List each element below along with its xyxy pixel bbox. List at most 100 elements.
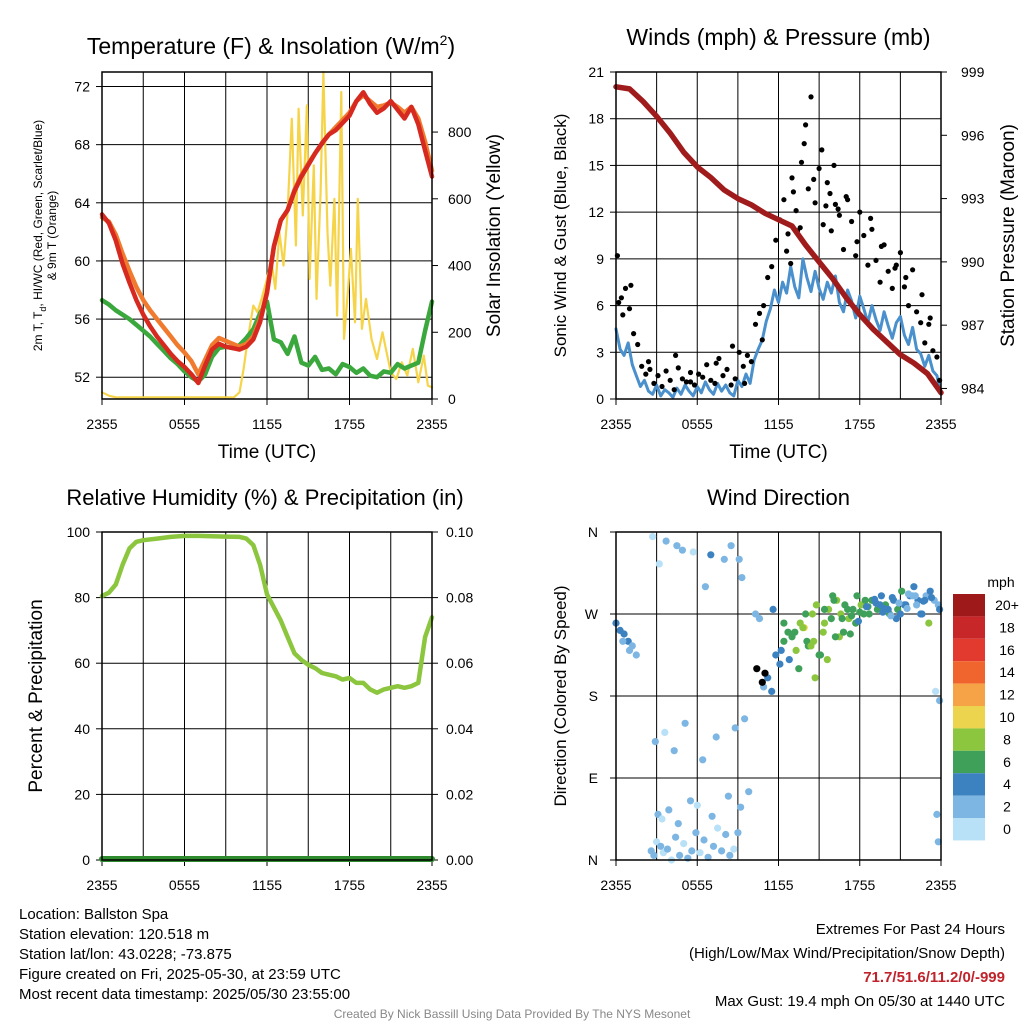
direction-point bbox=[812, 601, 821, 609]
direction-point bbox=[811, 674, 819, 682]
direction-point bbox=[819, 628, 827, 636]
x-tick-label: 2355 bbox=[600, 416, 631, 432]
colorbar-label: 14 bbox=[999, 664, 1015, 680]
gust-point bbox=[816, 165, 822, 172]
y-axis-label: Percent & Precipitation bbox=[26, 599, 47, 792]
direction-point bbox=[808, 610, 817, 618]
gust-point bbox=[740, 363, 746, 369]
direction-point bbox=[758, 678, 766, 686]
gust-point bbox=[869, 226, 875, 232]
y-tick-label: W bbox=[585, 606, 599, 622]
y-tick-label: 12 bbox=[588, 204, 604, 220]
gust-point bbox=[823, 203, 829, 209]
gust-point bbox=[622, 285, 629, 291]
y-tick-label-right: 0.00 bbox=[446, 852, 473, 868]
y-tick-label-right: 996 bbox=[961, 127, 985, 143]
gust-point bbox=[840, 246, 847, 253]
gust-point bbox=[868, 215, 874, 221]
direction-point bbox=[624, 637, 632, 645]
chart-panel-4: 2355 0555 1155 1755 2355 Wind Direction N E S W N D… bbox=[551, 485, 1019, 893]
direction-point bbox=[755, 615, 764, 623]
max-gust-text: Max Gust: 19.4 mph On 05/30 at 1440 UTC bbox=[714, 993, 1005, 1010]
y-tick-label: 21 bbox=[588, 64, 604, 80]
chart-title: Relative Humidity (%) & Precipitation (i… bbox=[66, 485, 463, 510]
direction-point bbox=[737, 803, 745, 811]
direction-point bbox=[887, 612, 895, 620]
recent-data-text: Most recent data timestamp: 2025/05/30 2… bbox=[19, 986, 351, 1003]
direction-point bbox=[676, 851, 684, 860]
direction-point bbox=[649, 533, 657, 541]
direction-point bbox=[663, 845, 672, 853]
colorbar-label: 12 bbox=[999, 687, 1015, 703]
direction-point bbox=[620, 630, 628, 638]
gust-point bbox=[659, 383, 665, 390]
gust-point bbox=[631, 331, 637, 337]
direction-point bbox=[926, 587, 934, 595]
created-text: Figure created on Fri, 2025-05-30, at 23… bbox=[19, 966, 341, 983]
gust-point bbox=[861, 232, 867, 239]
gust-point bbox=[832, 201, 839, 207]
gust-point bbox=[651, 380, 657, 386]
gust-point bbox=[647, 366, 653, 372]
x-tick-label: 1155 bbox=[763, 416, 793, 432]
x-tick-label: 1155 bbox=[763, 877, 793, 893]
gust-point bbox=[910, 267, 916, 273]
gust-point bbox=[720, 373, 726, 379]
direction-point bbox=[844, 605, 852, 614]
gust-point bbox=[744, 352, 751, 358]
gust-point bbox=[828, 228, 834, 234]
x-tick-label: 0555 bbox=[169, 416, 200, 432]
gust-point bbox=[679, 376, 686, 382]
gust-point bbox=[919, 292, 925, 298]
y-tick-label: 15 bbox=[588, 157, 604, 173]
y-tick-label-right: 0 bbox=[448, 391, 456, 407]
y-tick-label: 0 bbox=[82, 852, 90, 868]
gust-point bbox=[655, 373, 661, 379]
direction-point bbox=[892, 615, 900, 623]
direction-point bbox=[727, 542, 735, 550]
gust-point bbox=[724, 366, 730, 372]
gust-point bbox=[812, 200, 818, 206]
direction-point bbox=[838, 615, 846, 623]
direction-point bbox=[745, 788, 753, 796]
station-info: Location: Ballston Spa Station elevation… bbox=[19, 905, 350, 1005]
gust-point bbox=[713, 360, 719, 366]
gust-point bbox=[712, 380, 718, 386]
x-tick-label: 1155 bbox=[252, 877, 282, 893]
gust-point bbox=[729, 343, 736, 349]
y-tick-label: 56 bbox=[74, 311, 90, 327]
direction-point bbox=[735, 555, 743, 563]
direction-point bbox=[680, 840, 688, 848]
direction-point bbox=[846, 630, 854, 638]
y-axis-label: 2m T, Td, HI/WC (Red, Green, Scarlet/Blu… bbox=[31, 120, 48, 351]
gust-point bbox=[673, 352, 679, 358]
direction-point bbox=[681, 719, 689, 727]
extremes-subtitle: (High/Low/Max Wind/Precipitation/Snow De… bbox=[689, 945, 1005, 962]
plot-frame bbox=[101, 71, 433, 400]
chart-panel-1: 2355 0555 1155 1755 2355 Temperature (F) & In… bbox=[31, 32, 505, 463]
gust-point bbox=[824, 180, 830, 186]
direction-point bbox=[619, 637, 627, 645]
colorbar-swatch bbox=[953, 773, 985, 796]
gust-point bbox=[914, 309, 920, 315]
y-tick-label-right: 0.04 bbox=[446, 721, 473, 737]
x-tick-label: 2355 bbox=[925, 416, 956, 432]
extremes-title: Extremes For Past 24 Hours bbox=[815, 921, 1005, 938]
colorbar-label: 20+ bbox=[995, 597, 1019, 613]
direction-point bbox=[802, 610, 810, 618]
direction-point bbox=[776, 660, 784, 668]
direction-point bbox=[709, 842, 718, 850]
gust-point bbox=[639, 363, 645, 369]
direction-point bbox=[722, 830, 730, 839]
colorbar: mph 20+ 18 16 14 12 10 8 6 4 2 0 bbox=[953, 574, 1019, 841]
colorbar-label: 16 bbox=[999, 642, 1015, 658]
direction-point bbox=[803, 637, 811, 645]
gust-point bbox=[643, 371, 649, 377]
y-tick-label-right: 400 bbox=[448, 258, 472, 274]
direction-point bbox=[726, 851, 734, 860]
colorbar-unit: mph bbox=[987, 574, 1014, 590]
gust-point bbox=[927, 315, 933, 321]
y-tick-label: N bbox=[588, 524, 598, 540]
gust-point bbox=[683, 379, 690, 385]
